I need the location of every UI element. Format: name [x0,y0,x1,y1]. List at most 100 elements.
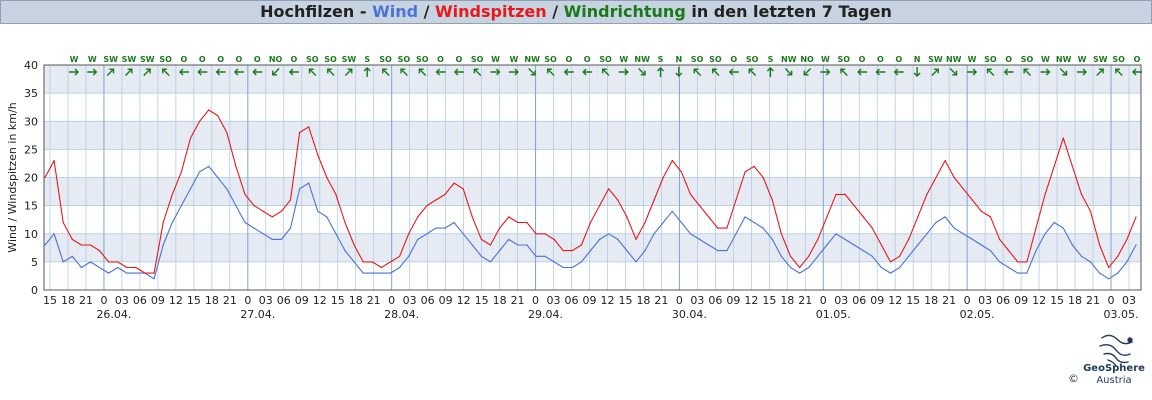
gust-point [208,109,210,111]
x-tick-label: 18 [493,294,507,307]
direction-arrow [784,67,793,76]
direction-arrow [931,68,939,77]
wind-point [962,233,964,235]
wind-point [1071,244,1073,246]
direction-label: SO [1112,55,1125,64]
wind-point [662,221,664,224]
wind-point [199,171,201,173]
arrow-shape [233,68,244,76]
wind-point [62,261,64,263]
direction-label: SO [416,55,429,64]
direction-arrow [563,68,574,76]
arrow-shape [382,68,390,77]
arrow-shape [272,67,280,76]
wind-point [226,188,228,190]
gust-point [399,255,401,257]
wind-point [380,272,382,274]
direction-label: SW [342,55,357,64]
date-label: 01.05. [816,308,851,321]
direction-arrow [546,68,555,77]
y-axis-label: Wind / Windspitzen in km/h [6,102,19,252]
direction-label: O [895,55,902,64]
wind-point [1017,272,1019,274]
wind-point [471,244,473,246]
wind-point [153,278,155,280]
direction-arrow [308,68,317,77]
direction-label: NW [524,55,540,64]
x-tick-label: 03 [115,294,129,307]
date-label: 02.05. [960,308,995,321]
gust-point [489,244,492,246]
x-tick-label: 03 [403,294,417,307]
gust-point [908,238,910,240]
wind-point [299,188,301,190]
direction-label: SW [140,55,155,64]
gust-point [762,176,764,179]
x-tick-label: 15 [1050,294,1064,307]
x-tick-label: 21 [223,294,237,307]
direction-label: NW [634,55,650,64]
wind-point [271,238,273,240]
series-gust [44,109,1137,274]
x-tick-label: 18 [924,294,938,307]
gust-point [362,261,364,263]
x-tick-label: 12 [600,294,614,307]
direction-arrow [601,68,610,77]
direction-arrow [473,68,482,77]
arrow-shape [857,68,868,76]
arrow-shape [840,68,848,77]
direction-label: S [658,55,664,64]
gust-point [162,221,164,224]
gust-point [689,193,692,195]
direction-arrow [215,68,226,76]
gust-point [535,233,537,235]
direction-arrow [913,67,921,77]
direction-arrow [327,68,335,77]
wind-point [353,261,355,263]
wind-point [1008,266,1010,269]
wind-point [935,221,937,224]
arrow-shape [1077,68,1087,76]
wind-point [189,188,192,190]
direction-label: SO [159,55,172,64]
wind-point [717,250,719,252]
direction-label: SW [103,55,118,64]
date-label: 03.05. [1104,308,1139,321]
x-tick-label: 06 [996,294,1010,307]
title-sep-3: / [546,2,564,21]
wind-point [1117,272,1119,274]
wind-point [1062,227,1064,229]
wind-point [517,244,519,246]
arrow-shape [986,68,995,77]
date-label: 30.04. [672,308,707,321]
x-tick-label: 0 [964,294,971,307]
wind-point [1089,261,1092,263]
direction-arrow [875,68,886,76]
direction-arrow [453,68,464,76]
direction-label: NO [800,55,814,64]
direction-label: O [437,55,444,64]
direction-label: S [768,55,774,64]
gust-point [344,221,346,224]
direction-arrow [363,67,371,77]
arrow-shape [1059,67,1068,76]
gust-point [389,261,392,263]
wind-point [244,221,246,224]
gust-point [653,199,655,201]
gust-point [871,227,873,229]
arrow-shape [582,68,593,76]
wind-point [208,165,210,167]
direction-arrow [1040,68,1051,76]
x-tick-label: 09 [151,294,165,307]
direction-arrow [528,67,536,76]
gust-point [953,176,955,179]
gust-point [1117,255,1119,257]
gust-point [944,160,946,162]
gust-point [835,193,837,195]
arrow-shape [1115,68,1123,77]
direction-label: W [70,55,79,64]
arrow-shape [197,68,208,76]
wind-point [262,233,264,235]
